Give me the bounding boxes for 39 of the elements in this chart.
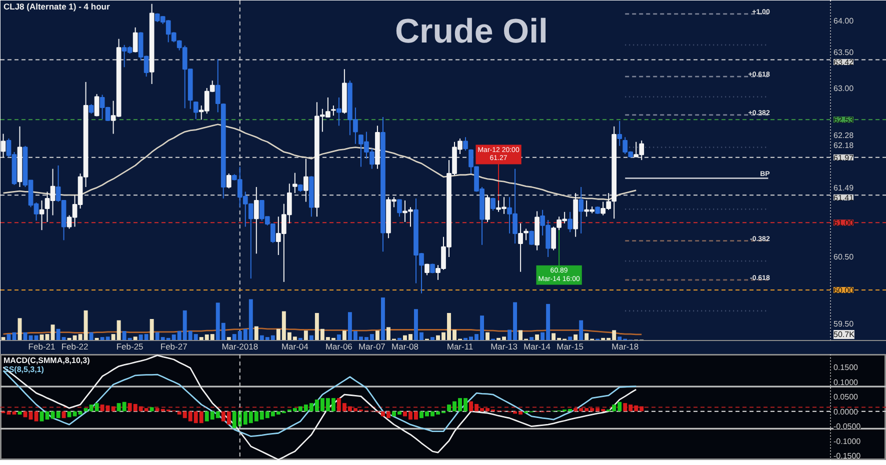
- y-tick-label: -0.1000: [834, 436, 862, 446]
- y-tick-label: 62.18: [834, 140, 854, 150]
- x-tick-label: Mar-04: [281, 342, 309, 352]
- chart-subtitle: CLJ8 (Alternate 1) - 4 hour: [4, 2, 110, 12]
- y-tick-label: 63.42: [834, 58, 854, 68]
- y-tick-label: 61.00: [834, 218, 854, 228]
- y-tick-label: 61.49: [834, 183, 854, 192]
- x-tick-label: Mar-07: [358, 342, 386, 352]
- y-tick-label: 64.00: [834, 16, 854, 26]
- x-tick-label: Mar-11: [446, 342, 474, 352]
- y-tick-label: 62.53: [834, 116, 854, 125]
- x-tick-label: Feb-21: [28, 342, 56, 352]
- x-tick-label: Mar-15: [556, 342, 584, 352]
- y-tick-label: 63.00: [834, 84, 854, 94]
- x-tick-label: Mar-08: [392, 342, 419, 352]
- y-tick-label: 63.50: [834, 48, 854, 58]
- y-tick-label: 0.1000: [834, 378, 859, 387]
- y-tick-label: 59.50: [834, 320, 854, 329]
- y-tick-label: -0.0500: [834, 422, 862, 432]
- y-tick-label: 0.0500: [834, 392, 859, 402]
- y-tick-label: 61.97: [834, 153, 854, 162]
- x-tick-label: Mar-18: [612, 342, 639, 352]
- x-tick-label: Mar-14: [524, 342, 551, 352]
- x-tick-label: Mar-13: [490, 342, 518, 352]
- chart-title: Crude Oil: [394, 12, 548, 50]
- y-tick-label: 0.1500: [834, 363, 859, 372]
- x-tick-label: Mar-06: [325, 342, 353, 352]
- y-tick-label: 60.00: [834, 286, 854, 296]
- y-tick-label: 62.28: [834, 130, 854, 140]
- y-tick-label: 61.41: [834, 193, 854, 202]
- y-tick-label: 60.50: [834, 252, 854, 262]
- x-tick-label: Feb-25: [116, 342, 144, 352]
- y-tick-label: 0.0000: [834, 407, 859, 416]
- y-tick-label: -0.1500: [834, 451, 862, 460]
- x-tick-label: Mar-2018: [222, 342, 258, 352]
- series-label: MACD(C,SMMA,8,10,3): [4, 356, 90, 365]
- annotation: 50.7K: [834, 330, 856, 339]
- x-tick-label: Feb-22: [61, 342, 89, 352]
- x-tick-label: Feb-27: [160, 342, 188, 352]
